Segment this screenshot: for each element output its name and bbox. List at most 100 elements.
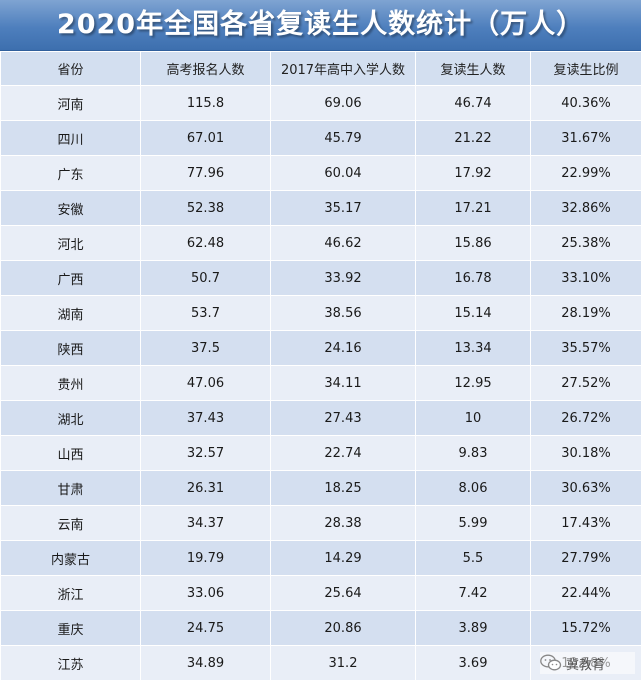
column-header: 高考报名人数 [140,51,271,86]
table-cell: 46.74 [415,85,531,121]
table-cell: 115.8 [140,85,271,121]
column-header: 复读生比例 [530,51,641,86]
table-row: 广东 77.96 60.04 17.92 22.99% [0,155,641,191]
table-row: 安徽 52.38 35.17 17.21 32.86% [0,190,641,226]
table-title: 2020年全国各省复读生人数统计（万人） [56,9,585,40]
table-cell: 8.06 [415,470,531,506]
table-cell: 19.79 [140,540,271,576]
table-row: 贵州 47.06 34.11 12.95 27.52% [0,365,641,401]
table-cell: 26.31 [140,470,271,506]
table-cell: 17.21 [415,190,531,226]
title-bar: 2020年全国各省复读生人数统计（万人） [0,0,641,51]
table-cell: 22.74 [270,435,416,471]
table-cell: 21.22 [415,120,531,156]
table-cell: 15.14 [415,295,531,331]
table-cell: 22.44% [530,575,641,611]
table-cell: 云南 [0,505,141,541]
table-cell: 62.48 [140,225,271,261]
table-cell: 34.37 [140,505,271,541]
table-cell: 24.16 [270,330,416,366]
table-row: 重庆 24.75 20.86 3.89 15.72% [0,610,641,646]
table-cell: 湖南 [0,295,141,331]
table-row: 河北 62.48 46.62 15.86 25.38% [0,225,641,261]
table-cell: 27.52% [530,365,641,401]
table-row: 山西 32.57 22.74 9.83 30.18% [0,435,641,471]
table-body: 河南 115.8 69.06 46.74 40.36% 四川 67.01 45.79 21.22… [0,85,641,681]
table-row: 陕西 37.5 24.16 13.34 35.57% [0,330,641,366]
column-header: 2017年高中入学人数 [270,51,416,86]
table-cell: 24.75 [140,610,271,646]
table-cell: 22.99% [530,155,641,191]
table-cell: 37.5 [140,330,271,366]
table-cell: 32.57 [140,435,271,471]
table-cell: 安徽 [0,190,141,226]
table-cell: 内蒙古 [0,540,141,576]
table-row: 内蒙古 19.79 14.29 5.5 27.79% [0,540,641,576]
table-cell: 15.72% [530,610,641,646]
table-cell: 9.83 [415,435,531,471]
table-cell: 浙江 [0,575,141,611]
table-cell: 17.43% [530,505,641,541]
table-cell: 5.99 [415,505,531,541]
table-row: 浙江 33.06 25.64 7.42 22.44% [0,575,641,611]
table-cell: 13.34 [415,330,531,366]
table-cell: 四川 [0,120,141,156]
table-row: 甘肃 26.31 18.25 8.06 30.63% [0,470,641,506]
table-cell: 33.92 [270,260,416,296]
table-cell: 34.89 [140,645,271,681]
column-header: 省份 [0,51,141,86]
table-cell: 25.64 [270,575,416,611]
table-cell: 江苏 [0,645,141,681]
table-cell: 37.43 [140,400,271,436]
watermark: 冀教育 [540,652,635,674]
table-cell: 35.17 [270,190,416,226]
table-cell: 河北 [0,225,141,261]
table-cell: 53.7 [140,295,271,331]
table-cell: 14.29 [270,540,416,576]
table-row: 广西 50.7 33.92 16.78 33.10% [0,260,641,296]
table-cell: 77.96 [140,155,271,191]
table-cell: 30.18% [530,435,641,471]
table-row: 湖南 53.7 38.56 15.14 28.19% [0,295,641,331]
table-cell: 广东 [0,155,141,191]
table-cell: 河南 [0,85,141,121]
stats-table: 省份 高考报名人数 2017年高中入学人数 复读生人数 复读生比例 河南 115.8 69.… [0,51,641,681]
table-cell: 35.57% [530,330,641,366]
table-cell: 25.38% [530,225,641,261]
table-cell: 69.06 [270,85,416,121]
table-cell: 甘肃 [0,470,141,506]
table-cell: 38.56 [270,295,416,331]
table-cell: 18.25 [270,470,416,506]
table-cell: 27.43 [270,400,416,436]
table-cell: 7.42 [415,575,531,611]
table-row: 湖北 37.43 27.43 10 26.72% [0,400,641,436]
table-cell: 15.86 [415,225,531,261]
table-cell: 12.95 [415,365,531,401]
table-cell: 31.2 [270,645,416,681]
table-cell: 60.04 [270,155,416,191]
table-cell: 31.67% [530,120,641,156]
table-cell: 3.89 [415,610,531,646]
table-cell: 28.19% [530,295,641,331]
table-cell: 34.11 [270,365,416,401]
table-cell: 10 [415,400,531,436]
watermark-text: 冀教育 [566,657,606,673]
table-cell: 广西 [0,260,141,296]
table-cell: 32.86% [530,190,641,226]
table-cell: 贵州 [0,365,141,401]
table-cell: 30.63% [530,470,641,506]
table-cell: 湖北 [0,400,141,436]
table-cell: 重庆 [0,610,141,646]
table-row: 河南 115.8 69.06 46.74 40.36% [0,85,641,121]
table-cell: 26.72% [530,400,641,436]
header-row: 省份 高考报名人数 2017年高中入学人数 复读生人数 复读生比例 [0,51,641,86]
table-cell: 陕西 [0,330,141,366]
wechat-icon [540,654,562,671]
table-cell: 17.92 [415,155,531,191]
table-row: 云南 34.37 28.38 5.99 17.43% [0,505,641,541]
table-cell: 27.79% [530,540,641,576]
table-cell: 46.62 [270,225,416,261]
table-cell: 67.01 [140,120,271,156]
